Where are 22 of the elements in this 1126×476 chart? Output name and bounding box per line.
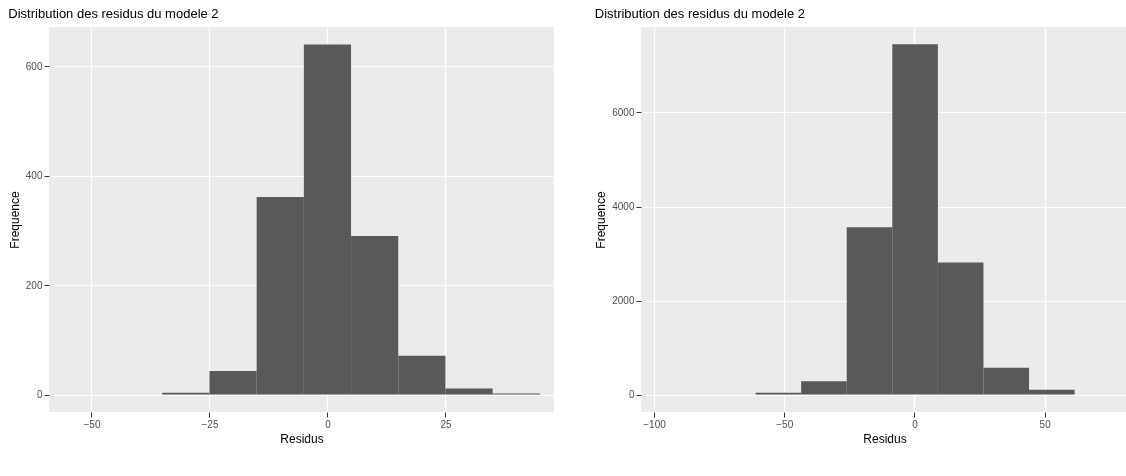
chart-title: Distribution des residus du modele 2 bbox=[594, 6, 806, 21]
x-tick-label: −25 bbox=[201, 418, 219, 430]
y-tick-label: 200 bbox=[25, 279, 43, 291]
x-tick-label: −50 bbox=[83, 418, 101, 430]
y-axis-title: Frequence bbox=[594, 190, 609, 249]
x-axis-title: Residus bbox=[863, 431, 907, 446]
x-tick-label: 50 bbox=[1039, 418, 1052, 430]
chart-title: Distribution des residus du modele 2 bbox=[8, 6, 219, 21]
y-tick-label: 4000 bbox=[612, 201, 635, 212]
y-tick-label: 6000 bbox=[612, 107, 635, 118]
y-tick-label: 2000 bbox=[612, 295, 635, 307]
x-tick-label: −50 bbox=[776, 418, 794, 430]
y-tick-label: 0 bbox=[36, 389, 43, 400]
x-tick-label: 0 bbox=[325, 418, 332, 430]
x-axis-title: Residus bbox=[280, 431, 324, 446]
x-tick-label: 25 bbox=[440, 418, 452, 430]
y-tick-label: 600 bbox=[25, 60, 43, 72]
y-tick-label: 0 bbox=[628, 389, 635, 401]
x-tick-label: 0 bbox=[912, 418, 919, 430]
y-tick-label: 400 bbox=[25, 170, 43, 182]
y-axis-title: Frequence bbox=[7, 190, 22, 249]
x-tick-label: −100 bbox=[643, 418, 667, 430]
